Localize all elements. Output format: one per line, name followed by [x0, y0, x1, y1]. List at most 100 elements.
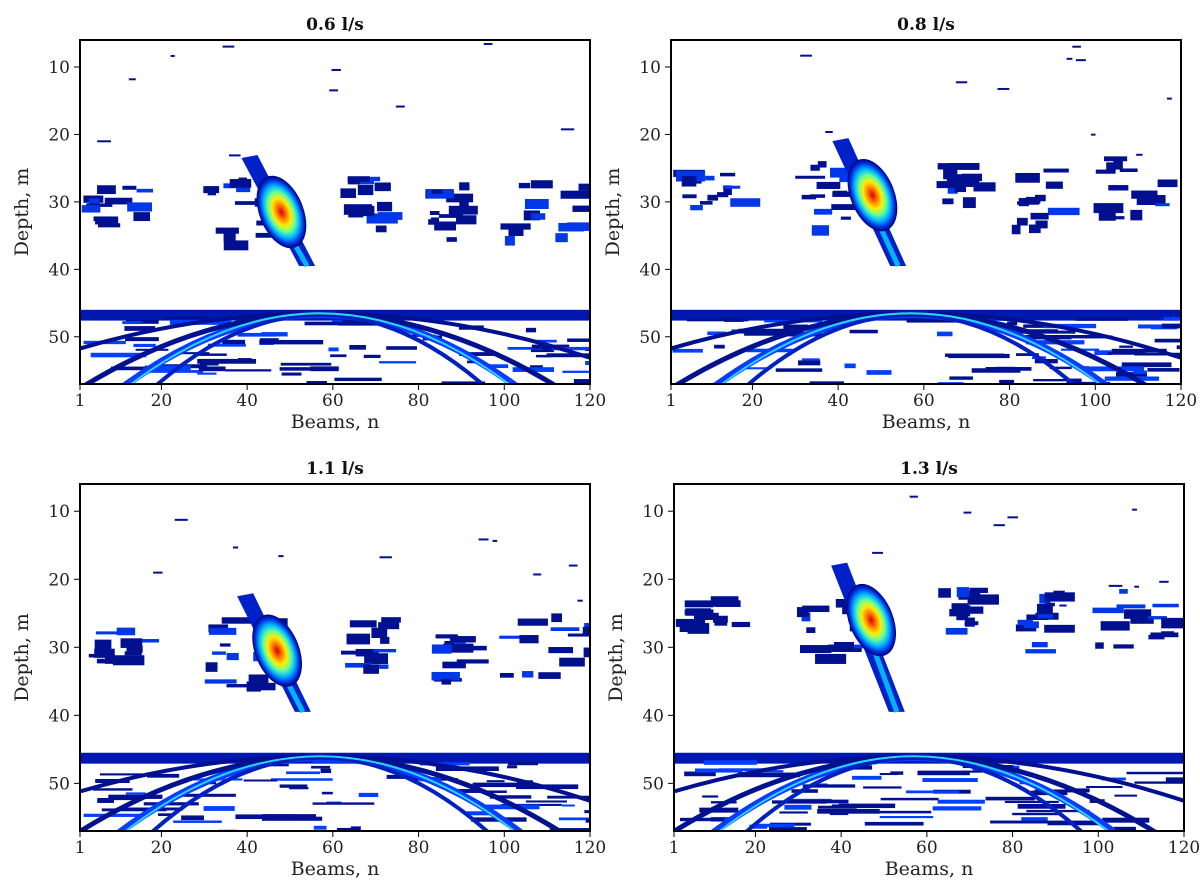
seabed-echo	[1111, 348, 1167, 353]
scatter-patch	[136, 188, 154, 193]
scatter-patch	[937, 163, 949, 170]
scatter-patch	[345, 662, 371, 668]
scatter-patch	[96, 658, 118, 664]
seabed-echo	[867, 810, 932, 814]
scatter-patch	[583, 647, 590, 658]
scatter-patch	[226, 684, 258, 688]
seabed-echo	[530, 365, 543, 369]
y-tick-label: 10	[48, 58, 70, 78]
scatter-patch	[551, 613, 562, 623]
scatter-patch	[578, 183, 590, 191]
seabed-echo	[707, 331, 726, 336]
seabed-echo	[672, 348, 703, 353]
noise-dot	[1167, 97, 1172, 100]
scatter-patch	[378, 622, 400, 630]
seabed-echo	[584, 810, 590, 814]
seabed-echo	[1043, 323, 1097, 329]
noise-dot	[963, 511, 972, 514]
seabed-echo	[937, 799, 985, 804]
x-tick-label: 80	[408, 391, 430, 411]
seabed-echo	[1017, 803, 1066, 809]
scatter-patch	[707, 194, 719, 201]
seabed-echo	[546, 353, 590, 358]
scatter-patch	[248, 674, 269, 685]
noise-dot	[153, 571, 163, 574]
scatter-patch	[1015, 173, 1040, 183]
seabed-echo	[1004, 800, 1059, 804]
scatter-patch	[377, 201, 393, 212]
scatter-patch	[1130, 617, 1154, 624]
scatter-patch	[363, 664, 380, 674]
plume-hotspot	[252, 614, 303, 687]
seabed-echo	[695, 768, 743, 773]
scatter-patch	[1100, 621, 1130, 631]
seabed-echo	[1034, 789, 1090, 793]
seabed-echo	[1075, 317, 1129, 321]
scatter-patch	[374, 182, 391, 192]
plot-area	[671, 45, 1181, 384]
seabed-echo	[350, 826, 361, 831]
scatter-patch	[93, 216, 119, 222]
scatter-patch	[1157, 179, 1178, 188]
y-tick-label: 10	[48, 502, 70, 522]
y-tick-label: 30	[642, 638, 664, 658]
noise-dot	[909, 495, 918, 498]
noise-dot	[1007, 516, 1018, 519]
chart-title: 1.3 l/s	[900, 459, 958, 479]
seabed-echo	[961, 770, 983, 773]
seabed-echo	[225, 369, 272, 372]
seabed-echo	[558, 817, 590, 821]
scatter-patch	[236, 185, 251, 193]
seabed-arc	[154, 312, 486, 384]
x-tick-label: 120	[1165, 391, 1197, 411]
noise-dot	[174, 518, 188, 521]
scatter-patch	[530, 180, 553, 189]
seabed-echo	[459, 352, 499, 356]
seabed-echo	[932, 806, 982, 811]
noise-dot	[997, 87, 1010, 90]
scatter-patch	[954, 186, 967, 193]
scatter-patch	[693, 627, 708, 632]
scatter-patch	[504, 235, 515, 246]
seabed-echo	[1138, 324, 1181, 329]
scatter-patch	[215, 227, 239, 234]
x-tick-label: 120	[574, 838, 606, 858]
seabed-echo	[849, 329, 878, 334]
seabed-echo	[990, 820, 1048, 824]
scatter-patch	[343, 204, 373, 215]
seabed-echo	[101, 808, 167, 812]
seabed-echo	[330, 354, 347, 358]
seabed-echo	[718, 768, 771, 772]
noise-dot	[478, 538, 489, 541]
scatter-patch	[364, 653, 389, 664]
scatter-patch	[703, 602, 719, 607]
scatter-patch	[681, 176, 697, 187]
scatter-patch	[559, 657, 585, 667]
seabed-echo	[985, 367, 1032, 371]
seabed-echo	[817, 808, 880, 814]
scatter-patch	[957, 606, 984, 614]
x-tick-label: 60	[916, 838, 938, 858]
x-tick-label: 60	[913, 391, 935, 411]
seabed-echo	[1067, 378, 1082, 383]
seabed-echo	[775, 368, 823, 372]
noise-dot	[955, 81, 968, 84]
scatter-patch	[442, 661, 466, 669]
scatter-patch	[1114, 216, 1125, 220]
seabed-echo	[512, 367, 555, 372]
scatter-patch	[951, 603, 968, 611]
x-tick-label: 20	[742, 391, 764, 411]
seabed-echo	[472, 782, 522, 788]
scatter-patch	[801, 194, 817, 200]
seabed-arc-core	[720, 312, 1102, 384]
scatter-patch	[340, 188, 356, 199]
scatter-patch	[81, 205, 101, 213]
seabed-echo	[147, 773, 180, 778]
seabed-echo	[829, 812, 849, 816]
seabed-echo	[542, 785, 574, 788]
seabed-echo	[703, 760, 757, 765]
seabed-echo	[525, 327, 537, 333]
noise-dot	[170, 54, 175, 57]
seabed-echo	[573, 379, 590, 384]
